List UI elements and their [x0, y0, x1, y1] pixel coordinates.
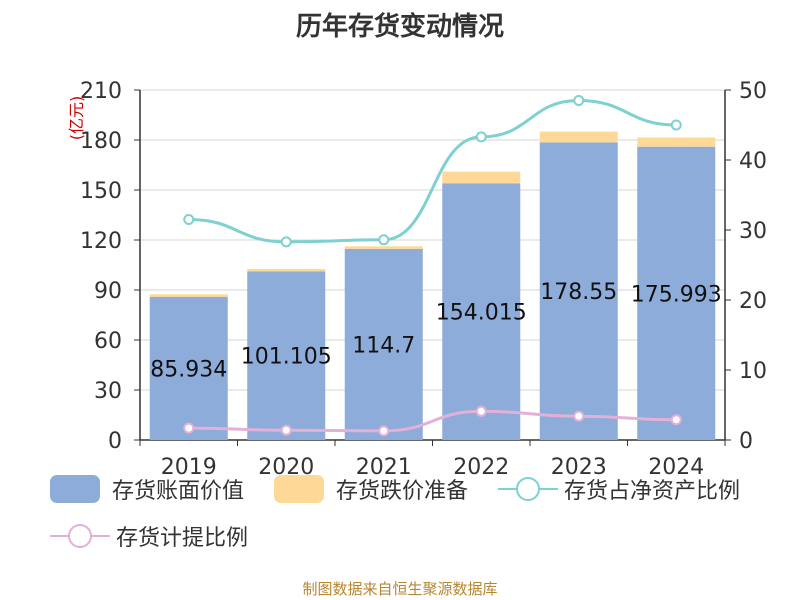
- ratio-net-assets-point: [573, 95, 585, 106]
- right-tick-label: 40: [739, 149, 767, 174]
- provision-ratio-point: [475, 405, 487, 417]
- left-tick-label: 150: [80, 179, 122, 204]
- ratio-net-assets-point: [475, 131, 487, 143]
- legend-item-ratio-net-assets[interactable]: 存货占净资产比例: [498, 474, 740, 504]
- left-tick-label: 210: [80, 79, 122, 104]
- provision-ratio-point: [573, 410, 585, 422]
- bar-book-value: [149, 296, 228, 440]
- legend-item-provision-ratio[interactable]: 存货计提比例: [50, 521, 248, 551]
- legend-label-book-value: 存货账面价值: [112, 479, 245, 504]
- bar-data-label: 101.105: [241, 345, 332, 370]
- bar-provision: [247, 268, 326, 272]
- legend-item-book-value[interactable]: 存货账面价值: [50, 474, 244, 504]
- ratio-net-assets-point: [670, 119, 682, 131]
- bar-data-label: 178.55: [540, 280, 617, 305]
- legend-swatch-book-value: [50, 475, 100, 503]
- bar-provision: [344, 246, 423, 249]
- bar-book-value: [539, 142, 618, 440]
- provision-ratio-point: [378, 425, 390, 437]
- legend-label-ratio-net-assets: 存货占净资产比例: [564, 479, 741, 504]
- left-tick-label: 30: [94, 379, 122, 404]
- left-axis-unit: (亿元): [67, 96, 86, 141]
- legend-swatch-provision-ratio: [50, 524, 110, 548]
- ratio-net-assets-point: [183, 214, 195, 225]
- x-tick-label: 2021: [356, 455, 412, 480]
- bar-book-value: [344, 248, 423, 440]
- right-tick-label: 30: [739, 219, 767, 244]
- legend-label-provision-ratio: 存货计提比例: [116, 526, 249, 551]
- bar-book-value: [637, 146, 716, 440]
- legend-item-provision[interactable]: 存货跌价准备: [274, 474, 468, 504]
- left-tick-label: 180: [80, 129, 122, 154]
- bar-data-label: 175.993: [631, 282, 722, 307]
- right-tick-label: 10: [739, 359, 767, 384]
- right-tick-label: 0: [739, 429, 753, 454]
- legend-label-provision: 存货跌价准备: [336, 479, 469, 504]
- legend-swatch-provision: [274, 475, 324, 503]
- chart-title: 历年存货变动情况: [295, 12, 504, 42]
- right-tick-label: 20: [739, 289, 767, 314]
- bar-provision: [149, 294, 228, 297]
- x-tick-label: 2024: [648, 455, 704, 480]
- source-footer: 制图数据来自恒生聚源数据库: [302, 580, 498, 598]
- x-tick-label: 2019: [161, 455, 217, 480]
- bar-data-label: 114.7: [352, 333, 415, 358]
- x-tick-label: 2022: [453, 455, 509, 480]
- left-tick-label: 120: [80, 229, 122, 254]
- right-tick-label: 50: [739, 79, 767, 104]
- ratio-net-assets-point: [378, 234, 390, 246]
- left-tick-label: 90: [94, 279, 122, 304]
- bar-data-label: 85.934: [150, 357, 227, 382]
- provision-ratio-point: [280, 424, 292, 436]
- bar-data-label: 154.015: [436, 301, 527, 326]
- ratio-net-assets-point: [280, 236, 292, 248]
- bar-provision: [637, 137, 716, 147]
- bar-book-value: [442, 183, 521, 440]
- bar-provision: [442, 171, 521, 184]
- provision-ratio-point: [183, 422, 195, 434]
- provision-ratio-point: [670, 414, 682, 426]
- bar-provision: [539, 131, 618, 143]
- x-tick-label: 2023: [551, 455, 607, 480]
- left-tick-label: 60: [94, 329, 122, 354]
- left-tick-label: 0: [108, 429, 122, 454]
- provision-ratio-line: [188, 409, 677, 433]
- bar-book-value: [247, 271, 326, 440]
- legend-swatch-ratio-net-assets: [498, 477, 558, 501]
